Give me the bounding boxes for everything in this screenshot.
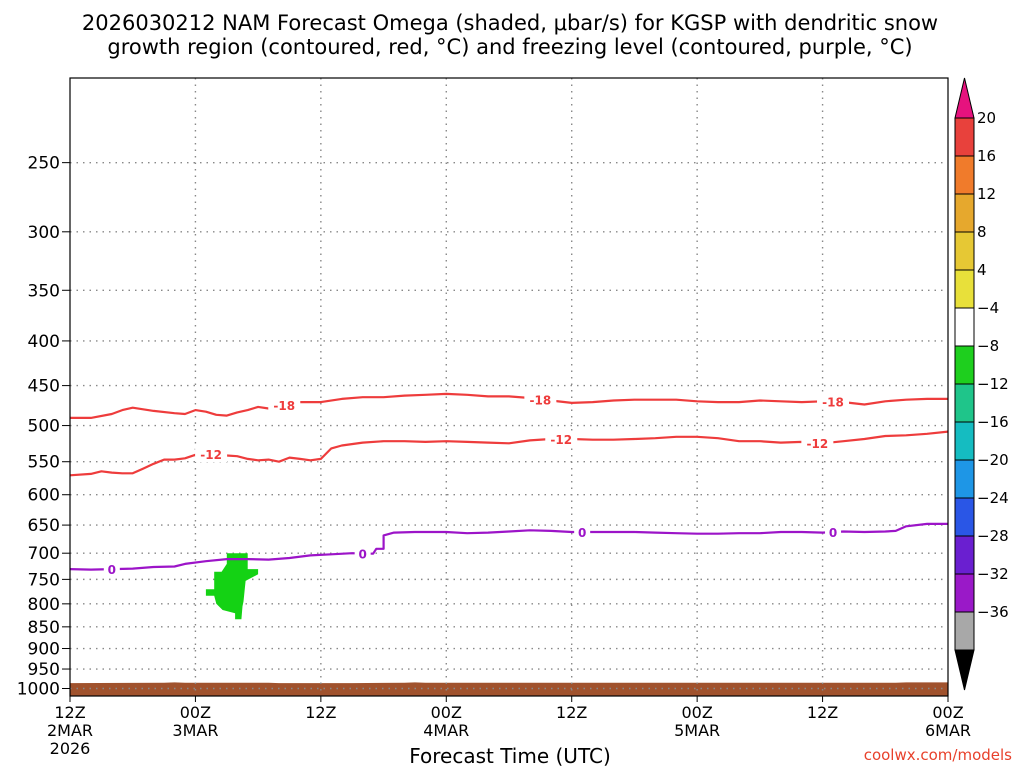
x-tick-label: 12Z (807, 703, 838, 722)
colorbar-segment (954, 193, 975, 233)
credit-text: coolwx.com/models (864, 746, 1012, 764)
colorbar-segment (954, 383, 975, 423)
colorbar-segment (954, 497, 975, 537)
colorbar-label: −24 (977, 489, 1009, 507)
colorbar-segment (954, 269, 975, 309)
colorbar-top-arrow (954, 77, 975, 119)
colorbar-label: −20 (977, 451, 1009, 469)
dendritic-contour--18 (70, 392, 948, 419)
colorbar-label: 12 (977, 185, 996, 203)
plot-frame (69, 77, 949, 697)
x-tick-label: 12Z (556, 703, 587, 722)
y-tick-label: 750 (28, 570, 60, 590)
contour-label: -12 (550, 433, 572, 447)
colorbar-segment (954, 345, 975, 385)
contour-label-gap (825, 524, 842, 541)
colorbar-bottom-arrow (954, 649, 975, 691)
contour-label-gap (268, 397, 301, 414)
chart-title-line-2: growth region (contoured, red, °C) and f… (107, 35, 912, 59)
x-tick-label: 00Z (431, 703, 462, 722)
colorbar-label: −8 (977, 337, 999, 355)
contour-label-gap (817, 393, 850, 410)
contour-label-gap (801, 434, 834, 451)
contour-label-gap (103, 561, 120, 578)
colorbar-label: −28 (977, 527, 1009, 545)
x-tick-label: 12Z (305, 703, 336, 722)
y-tick-label: 850 (28, 618, 60, 638)
contour-label-gap (354, 545, 371, 562)
y-tick-label: 550 (28, 453, 60, 473)
contour-label: 0 (108, 563, 116, 577)
colorbar-segment (954, 535, 975, 575)
contour-label: -12 (200, 448, 222, 462)
x-tick-label: 2026 (50, 739, 91, 758)
colorbar-label: 8 (977, 223, 987, 241)
colorbar-segment (954, 611, 975, 651)
plot-area: 2503003504004505005506006507007508008509… (17, 77, 971, 758)
colorbar-label: −36 (977, 603, 1009, 621)
contour-label-gap (574, 524, 591, 541)
y-tick-label: 950 (28, 660, 60, 680)
x-axis-label: Forecast Time (UTC) (409, 744, 611, 768)
contour-label-gap (195, 446, 228, 463)
x-tick-label: 6MAR (925, 721, 971, 740)
contour-label: 0 (358, 547, 366, 561)
colorbar-segment (954, 307, 975, 347)
y-tick-label: 900 (28, 640, 60, 660)
colorbar-label: −12 (977, 375, 1009, 393)
colorbar-label: −32 (977, 565, 1009, 583)
colorbar-label: −16 (977, 413, 1009, 431)
colorbar-label: 16 (977, 147, 996, 165)
chart-title-line-1: 2026030212 NAM Forecast Omega (shaded, μ… (82, 11, 938, 35)
y-tick-label: 650 (28, 516, 60, 536)
y-tick-label: 1000 (17, 679, 60, 699)
ground-surface (70, 682, 948, 696)
contour-label: 0 (578, 526, 586, 540)
y-tick-label: 450 (28, 377, 60, 397)
omega-shaded-region (205, 553, 259, 620)
y-tick-label: 500 (28, 417, 60, 437)
x-tick-label: 4MAR (423, 721, 469, 740)
colorbar-segment (954, 117, 975, 157)
colorbar-segment (954, 421, 975, 461)
x-tick-label: 00Z (932, 703, 963, 722)
x-tick-label: 2MAR (47, 721, 93, 740)
y-tick-label: 400 (28, 332, 60, 352)
contour-label: -18 (822, 396, 844, 410)
y-tick-label: 700 (28, 544, 60, 564)
colorbar-label: 20 (977, 109, 996, 127)
contour-label-gap (545, 430, 578, 447)
x-tick-label: 3MAR (172, 721, 218, 740)
colorbar-segment (954, 155, 975, 195)
colorbar: 20 16 12 8 4 −4 −8 −12 −16 −20 −24 −28 −32 −36 (954, 77, 1009, 691)
x-tick-label: 00Z (681, 703, 712, 722)
x-tick-label: 5MAR (674, 721, 720, 740)
colorbar-segment (954, 459, 975, 499)
contour-label-gap (524, 391, 557, 408)
colorbar-label: −4 (977, 299, 999, 317)
y-tick-label: 600 (28, 486, 60, 506)
contour-label: -18 (530, 393, 552, 407)
y-tick-label: 350 (28, 281, 60, 301)
contour-label: 0 (829, 526, 837, 540)
x-tick-label: 12Z (54, 703, 85, 722)
contour-label: -18 (273, 399, 295, 413)
colorbar-segment (954, 573, 975, 613)
y-tick-label: 250 (28, 154, 60, 174)
y-tick-label: 300 (28, 223, 60, 243)
x-tick-label: 00Z (180, 703, 211, 722)
contour-label: -12 (807, 437, 829, 451)
colorbar-label: 4 (977, 261, 987, 279)
colorbar-segment (954, 231, 975, 271)
y-tick-label: 800 (28, 595, 60, 615)
freezing-level-contour (69, 522, 948, 571)
dendritic-contour--12 (69, 430, 949, 477)
